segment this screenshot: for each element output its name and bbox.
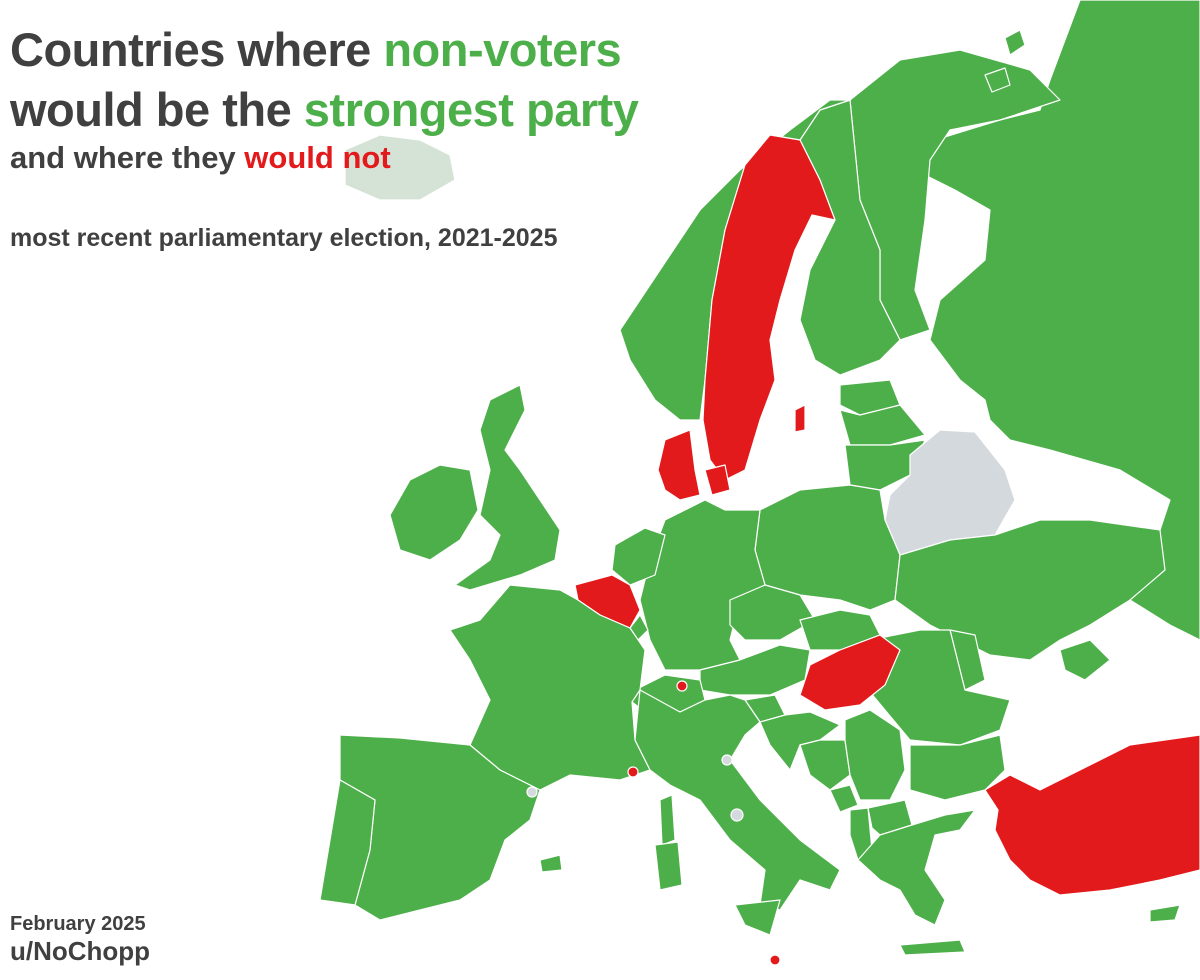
corsica — [659, 794, 676, 846]
united-kingdom — [454, 384, 561, 591]
title-line-2-prefix: would be the — [10, 83, 304, 136]
title-line-3-prefix: and where they — [10, 140, 245, 175]
denmark-islands — [704, 464, 731, 496]
crete — [899, 939, 966, 956]
footer-date: February 2025 — [10, 913, 146, 935]
subtitle: most recent parliamentary election, 2021… — [10, 224, 558, 252]
italy — [634, 689, 841, 911]
ireland — [389, 464, 479, 561]
hungary — [799, 634, 901, 711]
liechtenstein-dot — [676, 680, 688, 692]
gotland — [794, 404, 806, 433]
germany — [639, 499, 766, 671]
title-line-1-prefix: Countries where — [10, 23, 384, 76]
cyprus — [1149, 904, 1181, 923]
montenegro — [829, 784, 859, 813]
russia-island-2 — [984, 67, 1011, 93]
romania — [859, 629, 1011, 746]
serbia — [844, 709, 906, 801]
footer-author: u/NoChopp — [10, 936, 151, 966]
russia-island — [1004, 29, 1026, 56]
san-marino-dot — [721, 754, 733, 766]
sweden — [702, 134, 836, 481]
balearic-islands — [539, 854, 563, 873]
greece — [857, 809, 976, 926]
malta-dot — [769, 954, 781, 966]
crimea — [1059, 639, 1111, 681]
title-line-3: and where they would not — [10, 140, 391, 176]
bosnia — [799, 739, 851, 791]
title-highlight-strongest-party: strongest party — [303, 83, 639, 136]
czechia — [729, 584, 816, 641]
portugal — [319, 779, 376, 906]
netherlands — [611, 527, 666, 586]
title-line-2: would be the strongest party — [10, 82, 639, 137]
vatican-dot — [730, 808, 744, 822]
monaco-dot — [627, 766, 639, 778]
turkey — [984, 734, 1200, 896]
andorra-dot — [526, 786, 538, 798]
title-highlight-non-voters: non-voters — [383, 23, 622, 76]
denmark — [657, 429, 701, 501]
title-highlight-would-not: would not — [244, 140, 391, 175]
sardinia — [654, 841, 683, 891]
iceland — [344, 134, 456, 201]
bulgaria — [909, 734, 1006, 801]
title-line-1: Countries where non-voters — [10, 22, 622, 77]
sicily — [734, 899, 781, 936]
